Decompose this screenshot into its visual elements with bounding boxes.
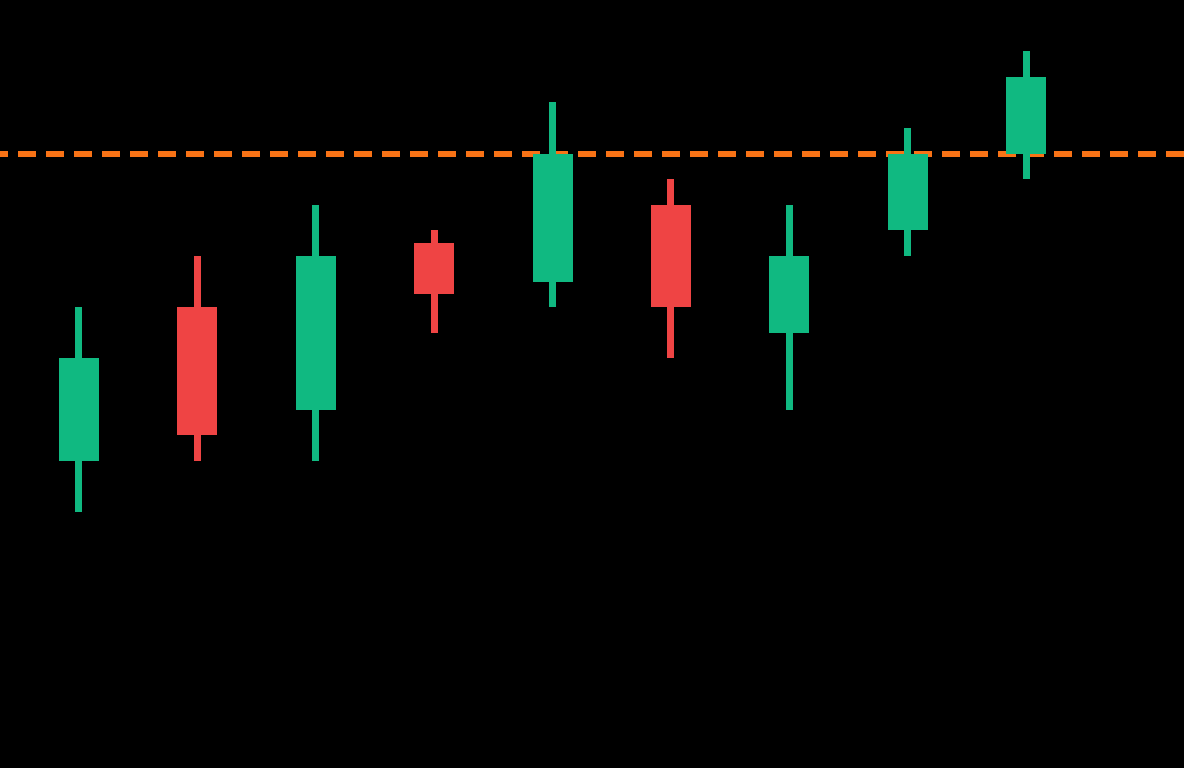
- candle-body: [177, 307, 218, 436]
- candle-up: [887, 0, 928, 768]
- candle-body: [887, 153, 928, 231]
- candle-up: [1006, 0, 1047, 768]
- candle-body: [650, 204, 691, 308]
- candle-down: [414, 0, 455, 768]
- candle-body: [58, 358, 99, 461]
- candle-body: [1006, 76, 1047, 154]
- threshold-dashed-line: [0, 150, 1184, 157]
- candle-down: [650, 0, 691, 768]
- candle-down: [177, 0, 218, 768]
- candle-body: [532, 153, 573, 282]
- candle-body: [769, 256, 810, 333]
- candle-body: [295, 256, 336, 410]
- candle-up: [58, 0, 99, 768]
- candle-up: [769, 0, 810, 768]
- candle-up: [295, 0, 336, 768]
- candle-body: [414, 243, 455, 295]
- candle-up: [532, 0, 573, 768]
